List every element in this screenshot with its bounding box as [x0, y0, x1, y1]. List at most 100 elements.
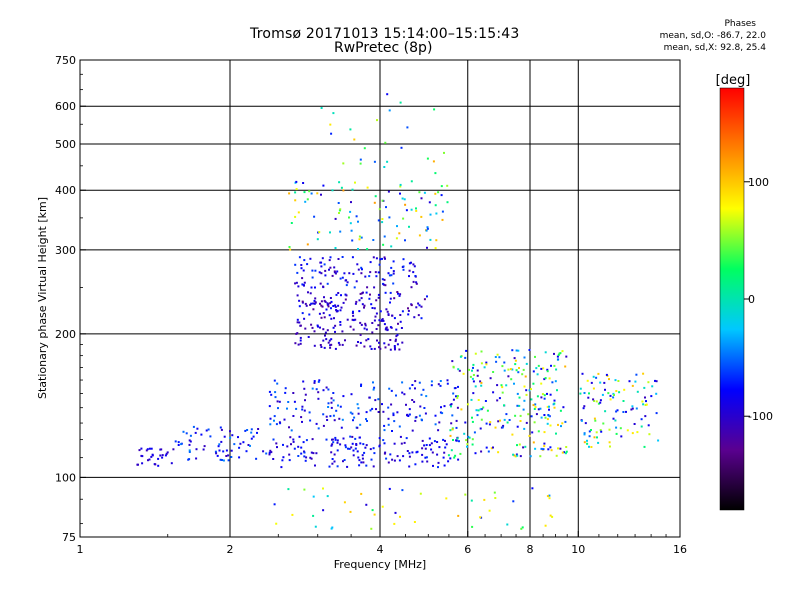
- scatter-point: [177, 444, 180, 446]
- scatter-point: [358, 459, 361, 462]
- scatter-point: [289, 248, 292, 251]
- scatter-point: [140, 447, 143, 450]
- scatter-point: [393, 346, 396, 349]
- colorbar-label: [deg]: [716, 73, 751, 88]
- scatter-point: [534, 447, 537, 450]
- scatter-point: [617, 380, 620, 382]
- scatter-point: [342, 189, 345, 192]
- scatter-point: [455, 426, 458, 429]
- scatter-point: [492, 371, 495, 373]
- scatter-point: [316, 238, 319, 241]
- scatter-point: [406, 126, 409, 129]
- scatter-point: [525, 393, 528, 396]
- scatter-point: [532, 370, 535, 373]
- scatter-point: [551, 381, 554, 384]
- scatter-point: [437, 466, 439, 469]
- scatter-point: [375, 328, 378, 330]
- scatter-point: [314, 269, 317, 272]
- scatter-point: [358, 310, 361, 313]
- scatter-point: [288, 459, 291, 462]
- scatter-point: [412, 271, 415, 274]
- scatter-point: [531, 487, 534, 490]
- scatter-point: [420, 418, 423, 421]
- scatter-point: [580, 419, 583, 422]
- scatter-point: [157, 457, 160, 460]
- scatter-point: [489, 377, 492, 380]
- scatter-point: [437, 383, 440, 386]
- scatter-point: [641, 400, 644, 403]
- scatter-point: [292, 415, 295, 417]
- scatter-point: [537, 430, 540, 433]
- scatter-point: [355, 280, 358, 283]
- scatter-point: [439, 384, 442, 387]
- scatter-point: [457, 514, 460, 517]
- scatter-point: [376, 339, 378, 342]
- scatter-point: [408, 269, 411, 272]
- scatter-point: [564, 365, 567, 368]
- scatter-point: [361, 268, 363, 271]
- scatter-point: [360, 272, 363, 275]
- scatter-point: [372, 388, 375, 391]
- scatter-point: [375, 257, 378, 260]
- scatter-point: [320, 300, 323, 303]
- scatter-point: [361, 457, 364, 460]
- scatter-point: [373, 201, 376, 204]
- scatter-point: [344, 444, 347, 447]
- scatter-point: [356, 426, 359, 429]
- scatter-point: [428, 437, 431, 440]
- scatter-point: [355, 443, 358, 445]
- scatter-point: [327, 341, 330, 344]
- scatter-point: [301, 277, 304, 280]
- scatter-point: [172, 448, 175, 451]
- scatter-point: [599, 429, 602, 432]
- scatter-point: [329, 123, 332, 126]
- scatter-point: [323, 296, 325, 299]
- scatter-point: [413, 316, 416, 319]
- scatter-point: [414, 275, 417, 277]
- scatter-point: [337, 292, 340, 294]
- scatter-point: [402, 217, 405, 220]
- scatter-point: [341, 276, 344, 279]
- scatter-point: [339, 277, 342, 280]
- scatter-point: [522, 368, 525, 371]
- scatter-point: [366, 286, 369, 289]
- scatter-point: [388, 274, 391, 277]
- scatter-point: [459, 452, 462, 455]
- scatter-point: [390, 403, 393, 406]
- scatter-point: [456, 406, 459, 409]
- scatter-point: [425, 229, 428, 232]
- scatter-point: [334, 436, 337, 439]
- scatter-point: [328, 314, 331, 317]
- scatter-point: [414, 387, 416, 390]
- scatter-point: [330, 343, 333, 346]
- scatter-point: [352, 310, 354, 313]
- scatter-point: [587, 396, 590, 399]
- scatter-point: [322, 285, 325, 288]
- scatter-point: [189, 440, 192, 443]
- scatter-point: [425, 456, 428, 459]
- scatter-point: [381, 257, 383, 260]
- y-tick-label: 600: [55, 100, 76, 113]
- scatter-point: [364, 275, 367, 278]
- grid: [80, 60, 680, 537]
- scatter-point: [403, 393, 406, 396]
- scatter-point: [343, 501, 346, 504]
- scatter-point: [609, 398, 612, 401]
- scatter-point: [273, 379, 276, 382]
- scatter-point: [634, 380, 637, 383]
- scatter-point: [189, 434, 192, 437]
- scatter-point: [360, 266, 363, 269]
- y-tick-label: 100: [55, 471, 76, 484]
- scatter-point: [392, 414, 395, 417]
- scatter-point: [512, 500, 515, 503]
- scatter-point: [320, 316, 323, 319]
- scatter-point: [383, 256, 386, 259]
- scatter-point: [309, 419, 312, 422]
- scatter-point: [619, 427, 622, 430]
- scatter-point: [367, 338, 370, 341]
- scatter-point: [300, 264, 303, 266]
- scatter-point: [387, 461, 390, 464]
- scatter-point: [434, 204, 437, 207]
- scatter-point: [356, 403, 359, 406]
- scatter-point: [408, 465, 411, 468]
